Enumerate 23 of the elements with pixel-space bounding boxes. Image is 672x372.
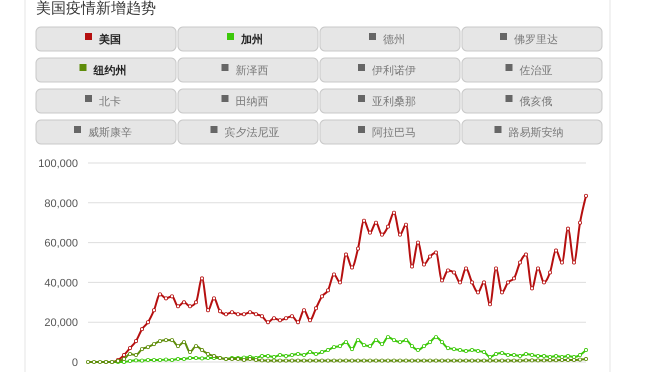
legend-label: 加州 [240, 33, 263, 46]
y-tick-label: 100,000 [38, 158, 78, 170]
legend-label: 美国 [98, 33, 121, 46]
chart-title: 美国疫情新增趋势 [36, 0, 156, 17]
legend-label: 宾夕法尼亚 [224, 126, 280, 139]
y-tick-label: 60,000 [44, 238, 78, 250]
y-tick-label: 40,000 [44, 277, 78, 290]
legend-label: 德州 [383, 33, 405, 46]
legend-label: 纽约州 [92, 64, 126, 77]
legend-label: 田纳西 [236, 96, 268, 108]
legend-label: 伊利诺伊 [372, 64, 416, 77]
legend-label: 威斯康辛 [88, 126, 132, 139]
legend-label: 阿拉巴马 [372, 127, 416, 139]
legend-label: 北卡 [99, 95, 121, 108]
legend-label: 佐治亚 [520, 65, 552, 77]
legend-label: 路易斯安纳 [508, 126, 564, 139]
legend-label: 佛罗里达 [514, 33, 558, 46]
y-tick-label: 20,000 [44, 317, 78, 330]
legend-label: 亚利桑那 [372, 95, 416, 108]
y-tick-label: 0 [72, 357, 78, 369]
legend-label: 新泽西 [236, 64, 268, 77]
legend-label: 俄亥俄 [520, 95, 552, 108]
y-tick-label: 80,000 [44, 198, 78, 210]
